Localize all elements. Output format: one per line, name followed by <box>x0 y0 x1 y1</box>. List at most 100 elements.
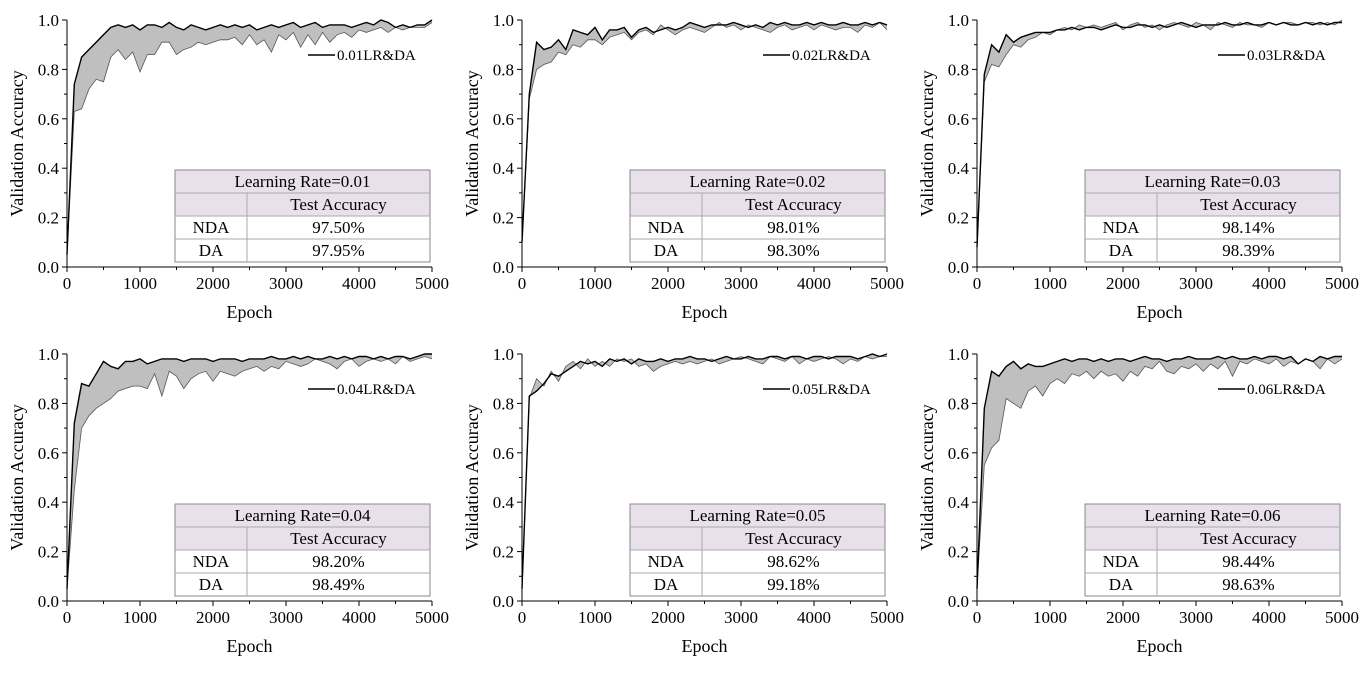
chart-svg: 0.0 0.2 0.4 0.6 0.8 1.0 0 1000 2000 3000 4000 5000 E… <box>462 345 904 656</box>
y-axis-label: Validation Accuracy <box>462 404 482 550</box>
y-tick-label: 0.4 <box>948 159 970 178</box>
y-tick-label: 0.2 <box>493 209 514 228</box>
table-row-label: DA <box>1109 241 1134 260</box>
series-line-secondary <box>521 355 887 589</box>
y-tick-label: 0.2 <box>948 543 969 562</box>
table-header: Test Accuracy <box>290 529 387 548</box>
table-row-label: DA <box>1109 575 1134 594</box>
table-header: Test Accuracy <box>1200 195 1297 214</box>
chart-svg: 0.0 0.2 0.4 0.6 0.8 1.0 0 1000 2000 3000 4000 5000 E… <box>7 11 449 322</box>
chart-svg: 0.0 0.2 0.4 0.6 0.8 1.0 0 1000 2000 3000 4000 5000 E… <box>462 11 904 322</box>
y-tick-label: 0.6 <box>38 110 59 129</box>
chart-svg: 0.0 0.2 0.4 0.6 0.8 1.0 0 1000 2000 3000 4000 5000 E… <box>7 345 449 656</box>
table-header: Test Accuracy <box>745 195 842 214</box>
table-row-value: 98.39% <box>1222 241 1274 260</box>
y-axis-label: Validation Accuracy <box>462 70 482 216</box>
x-axis-label: Epoch <box>682 302 728 322</box>
x-tick-label: 1000 <box>1033 608 1067 627</box>
x-tick-label: 1000 <box>123 274 157 293</box>
table-header: Test Accuracy <box>290 195 387 214</box>
x-tick-label: 4000 <box>797 274 831 293</box>
x-tick-label: 2000 <box>1106 608 1140 627</box>
table-row-label: DA <box>654 241 679 260</box>
legend-label: 0.05LR&DA <box>792 382 871 398</box>
legend-label: 0.02LR&DA <box>792 48 871 64</box>
table-title: Learning Rate=0.02 <box>689 172 825 191</box>
table-title: Learning Rate=0.01 <box>234 172 370 191</box>
table-row-value: 98.01% <box>767 218 819 237</box>
x-tick-label: 2000 <box>651 274 685 293</box>
series-line-main <box>521 21 888 243</box>
y-tick-label: 1.0 <box>493 11 514 30</box>
y-tick-label: 0.4 <box>493 493 515 512</box>
y-tick-label: 0.6 <box>493 444 514 463</box>
table-header: Test Accuracy <box>745 529 842 548</box>
table-row-value: 98.49% <box>312 575 364 594</box>
y-tick-label: 0.0 <box>38 258 59 277</box>
y-tick-label: 0.4 <box>948 493 970 512</box>
series-line-main <box>521 353 888 589</box>
y-tick-label: 0.8 <box>948 394 969 413</box>
y-tick-label: 0.2 <box>493 543 514 562</box>
x-tick-label: 4000 <box>342 608 376 627</box>
x-tick-label: 1000 <box>578 608 612 627</box>
x-tick-label: 3000 <box>724 274 758 293</box>
x-tick-label: 5000 <box>870 274 904 293</box>
legend-label: 0.04LR&DA <box>337 382 416 398</box>
y-tick-label: 1.0 <box>948 345 969 364</box>
difference-band <box>522 22 887 243</box>
x-tick-label: 2000 <box>651 608 685 627</box>
x-tick-label: 4000 <box>342 274 376 293</box>
x-tick-label: 4000 <box>797 608 831 627</box>
table-row-value: 98.62% <box>767 552 819 571</box>
table-row-label: DA <box>199 575 224 594</box>
y-tick-label: 0.6 <box>948 444 969 463</box>
x-tick-label: 1000 <box>123 608 157 627</box>
series-line-secondary <box>521 21 888 243</box>
table-title: Learning Rate=0.03 <box>1144 172 1280 191</box>
y-tick-label: 0.8 <box>38 394 59 413</box>
difference-band <box>67 20 432 255</box>
y-tick-label: 0.0 <box>493 258 514 277</box>
table-row-value: 98.63% <box>1222 575 1274 594</box>
chart-panel-2: 0.0 0.2 0.4 0.6 0.8 1.0 0 1000 2000 3000 4000 5000 E… <box>455 0 910 334</box>
table-row-label: NDA <box>193 218 231 237</box>
x-tick-label: 5000 <box>1325 274 1359 293</box>
x-tick-label: 3000 <box>1179 274 1213 293</box>
difference-band <box>977 356 1342 589</box>
y-axis-label: Validation Accuracy <box>7 404 27 550</box>
table-title: Learning Rate=0.06 <box>1144 506 1280 525</box>
y-axis-label: Validation Accuracy <box>917 70 937 216</box>
y-tick-label: 0.0 <box>948 592 969 611</box>
series-line-main <box>66 353 432 589</box>
table-title: Learning Rate=0.04 <box>234 506 371 525</box>
y-tick-label: 1.0 <box>493 345 514 364</box>
y-tick-label: 0.2 <box>38 543 59 562</box>
x-tick-label: 5000 <box>870 608 904 627</box>
table-row-label: DA <box>199 241 224 260</box>
x-tick-label: 2000 <box>196 608 230 627</box>
x-tick-label: 0 <box>63 608 72 627</box>
legend-label: 0.01LR&DA <box>337 48 416 64</box>
chart-svg: 0.0 0.2 0.4 0.6 0.8 1.0 0 1000 2000 3000 4000 5000 E… <box>917 11 1359 322</box>
table-row-label: NDA <box>648 552 686 571</box>
series-line-secondary <box>66 22 433 255</box>
x-tick-label: 5000 <box>1325 608 1359 627</box>
x-tick-label: 1000 <box>578 274 612 293</box>
y-tick-label: 0.4 <box>493 159 515 178</box>
table-row-label: NDA <box>648 218 686 237</box>
y-tick-label: 0.8 <box>948 60 969 79</box>
difference-band <box>67 354 432 589</box>
table-row-label: NDA <box>193 552 231 571</box>
x-tick-label: 4000 <box>1252 608 1286 627</box>
x-tick-label: 3000 <box>724 608 758 627</box>
y-tick-label: 0.0 <box>493 592 514 611</box>
series-line-main <box>976 21 1342 248</box>
x-axis-label: Epoch <box>227 302 273 322</box>
y-tick-label: 0.6 <box>493 110 514 129</box>
y-tick-label: 0.6 <box>948 110 969 129</box>
y-tick-label: 0.8 <box>493 394 514 413</box>
table-row-value: 98.20% <box>312 552 364 571</box>
x-tick-label: 3000 <box>269 608 303 627</box>
legend-label: 0.03LR&DA <box>1247 48 1326 64</box>
